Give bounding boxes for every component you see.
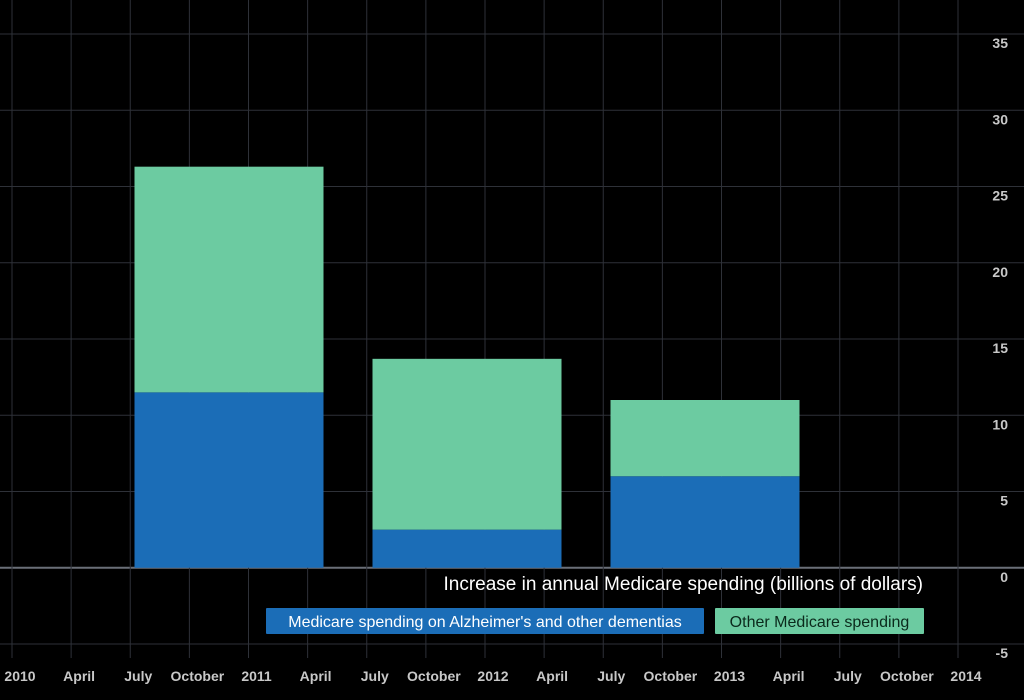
x-tick-month: July <box>597 668 625 684</box>
x-tick-year: 2012 <box>477 668 508 684</box>
legend-label: Medicare spending on Alzheimer's and oth… <box>288 614 682 631</box>
y-tick-label: 15 <box>992 340 1008 356</box>
y-tick-label: 10 <box>992 416 1008 432</box>
y-tick-label: 5 <box>1000 493 1008 509</box>
bar-2013-series-1 <box>610 400 800 477</box>
x-tick-month: October <box>407 668 461 684</box>
x-tick-month: July <box>361 668 389 684</box>
x-tick-year: 2011 <box>241 668 272 684</box>
x-tick-year: 2010 <box>4 668 35 684</box>
x-tick-month: April <box>63 668 95 684</box>
legend-swatch <box>266 608 704 634</box>
legend-item-0: Medicare spending on Alzheimer's and oth… <box>266 608 704 634</box>
x-tick-month: July <box>834 668 862 684</box>
bar-stack-2013 <box>610 400 800 568</box>
legend: Medicare spending on Alzheimer's and oth… <box>266 608 924 634</box>
x-tick-year: 2013 <box>714 668 745 684</box>
legend-item-1: Other Medicare spending <box>715 608 924 634</box>
legend-swatch <box>715 608 924 634</box>
y-tick-label: 25 <box>992 188 1008 204</box>
bar-stack-2012 <box>372 358 562 568</box>
legend-label: Other Medicare spending <box>730 614 910 631</box>
bar-2012-series-0 <box>372 529 562 568</box>
chart-title: Increase in annual Medicare spending (bi… <box>444 574 924 595</box>
y-tick-label: 0 <box>1000 569 1008 585</box>
x-tick-month: July <box>124 668 152 684</box>
y-tick-label: 35 <box>992 35 1008 51</box>
x-tick-month: April <box>773 668 805 684</box>
bar-2012-series-1 <box>372 358 562 530</box>
bar-stack-2011 <box>134 166 324 568</box>
x-tick-month: October <box>171 668 225 684</box>
y-tick-label: -5 <box>996 645 1009 661</box>
y-tick-label: 20 <box>992 264 1008 280</box>
bar-2011-series-1 <box>134 166 324 393</box>
x-axis-ticks: 2010 April July October 2011 April July October… <box>4 668 981 684</box>
y-axis-ticks: -5 0 5 10 15 20 25 30 35 <box>992 35 1008 661</box>
x-tick-month: April <box>536 668 568 684</box>
y-tick-label: 30 <box>992 111 1008 127</box>
x-tick-month: October <box>880 668 934 684</box>
bar-2013-series-0 <box>610 476 800 568</box>
bar-stacks <box>134 166 800 568</box>
x-tick-year: 2014 <box>950 668 981 684</box>
bar-2011-series-0 <box>134 392 324 568</box>
x-tick-month: October <box>644 668 698 684</box>
x-tick-month: April <box>300 668 332 684</box>
